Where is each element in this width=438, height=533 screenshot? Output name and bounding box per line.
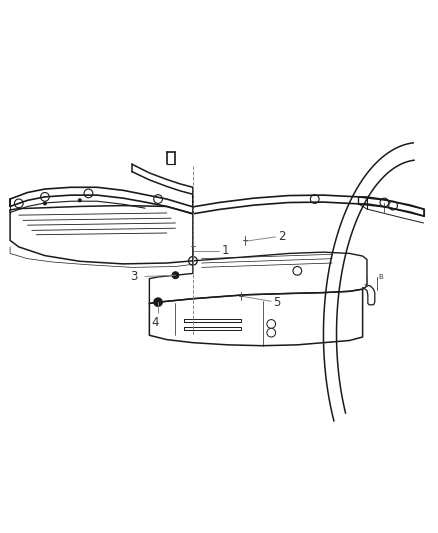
Circle shape [14,199,23,208]
Circle shape [389,201,397,210]
Circle shape [154,298,162,306]
Circle shape [188,256,197,265]
Circle shape [311,195,319,204]
Circle shape [172,272,179,279]
Circle shape [293,266,302,275]
Circle shape [78,199,81,202]
Circle shape [41,192,49,201]
Circle shape [154,195,162,204]
Circle shape [84,189,93,198]
Circle shape [380,198,389,207]
Circle shape [267,328,276,337]
Text: 3: 3 [130,270,137,283]
Text: 5: 5 [273,296,281,309]
Circle shape [267,320,276,328]
Text: 2: 2 [278,230,285,243]
Text: 4: 4 [151,316,159,329]
Circle shape [43,201,47,205]
Text: B: B [378,274,383,280]
Text: 1: 1 [221,244,229,257]
